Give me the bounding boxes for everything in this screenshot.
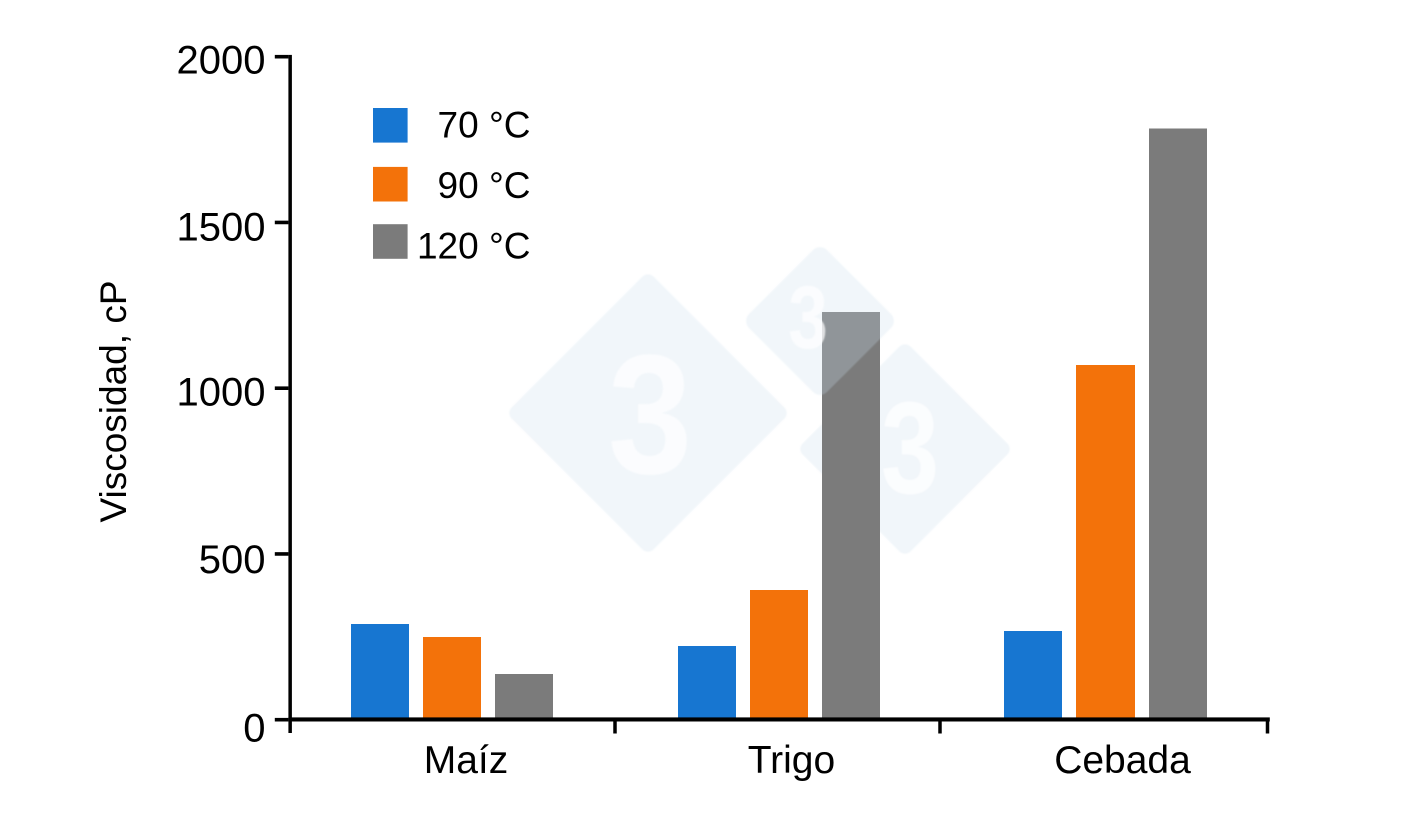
svg-text:120 °C: 120 °C <box>417 226 531 267</box>
svg-text:90 °C: 90 °C <box>438 165 531 206</box>
svg-text:500: 500 <box>199 538 266 582</box>
svg-text:1000: 1000 <box>177 371 266 415</box>
svg-text:Trigo: Trigo <box>748 739 835 782</box>
svg-text:2000: 2000 <box>177 39 266 83</box>
svg-text:Cebada: Cebada <box>1054 739 1191 782</box>
svg-text:Viscosidad, cP: Viscosidad, cP <box>93 281 134 523</box>
svg-text:0: 0 <box>243 707 265 751</box>
svg-text:3: 3 <box>788 268 828 367</box>
svg-text:Maíz: Maíz <box>424 739 509 782</box>
svg-text:3: 3 <box>608 320 692 510</box>
svg-text:70 °C: 70 °C <box>438 105 531 146</box>
svg-text:1500: 1500 <box>177 206 266 250</box>
svg-text:3: 3 <box>881 376 939 522</box>
